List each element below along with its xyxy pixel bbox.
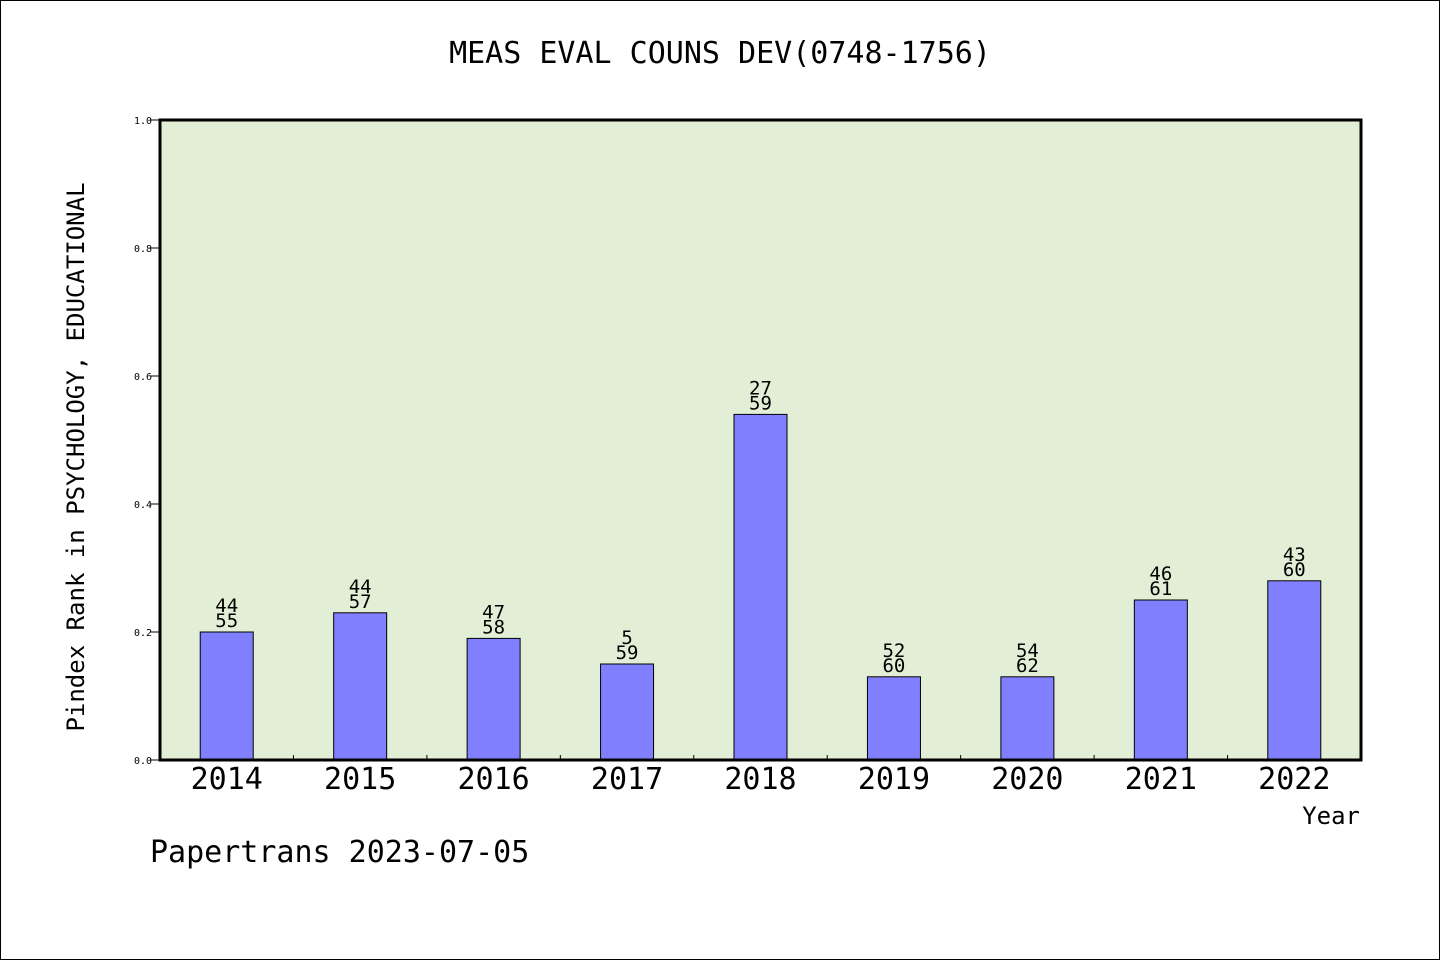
value-label-top-2021: 46 — [1149, 563, 1172, 585]
value-label-top-2016: 47 — [482, 601, 505, 623]
x-tick-label-2016: 2016 — [457, 762, 529, 797]
bar-2019 — [866, 676, 921, 761]
x-tick-label-2018: 2018 — [724, 762, 796, 797]
y-tick-label-0.6: 0.6 — [134, 372, 152, 383]
value-label-top-2017: 5 — [621, 627, 632, 649]
value-label-bottom-2015: 57 — [349, 591, 372, 613]
bar-2015 — [333, 612, 388, 761]
value-label-bottom-2014: 55 — [215, 610, 238, 632]
y-tick-label-0.4: 0.4 — [134, 500, 152, 511]
value-label-top-2014: 44 — [215, 595, 238, 617]
y-axis-label: Pindex Rank in PSYCHOLOGY, EDUCATIONAL — [62, 182, 90, 732]
value-label-top-2020: 54 — [1016, 640, 1039, 662]
bar-2016 — [466, 637, 521, 761]
bars-group — [199, 413, 1322, 761]
value-label-bottom-2018: 59 — [749, 392, 772, 414]
x-ticks-group: 2014 2015 2016 2017 2018 2019 2020 2021 2022 — [191, 755, 1330, 797]
chart-title: MEAS EVAL COUNS DEV(0748-1756) — [449, 36, 991, 71]
value-label-bottom-2020: 62 — [1016, 655, 1039, 677]
bar-2021 — [1133, 599, 1188, 761]
x-tick-label-2017: 2017 — [591, 762, 663, 797]
value-label-top-2022: 43 — [1283, 544, 1306, 566]
value-label-bottom-2021: 61 — [1149, 578, 1172, 600]
bar-2014 — [199, 631, 254, 761]
value-label-top-2019: 52 — [882, 640, 905, 662]
y-tick-label-0.2: 0.2 — [134, 628, 152, 639]
x-tick-label-2015: 2015 — [324, 762, 396, 797]
y-tick-label-1.0: 1.0 — [134, 116, 152, 127]
x-tick-label-2022: 2022 — [1258, 762, 1330, 797]
bar-2020 — [1000, 676, 1055, 761]
bar-2022 — [1267, 580, 1322, 761]
value-label-bottom-2017: 59 — [616, 642, 639, 664]
footer-note: Papertrans 2023-07-05 — [150, 835, 530, 870]
x-axis-label: Year — [1302, 802, 1360, 830]
x-tick-label-2019: 2019 — [858, 762, 930, 797]
bar-2017 — [600, 663, 655, 761]
value-label-bottom-2016: 58 — [482, 616, 505, 638]
y-ticks-group: 0.0 0.2 0.4 0.6 0.8 1.0 — [134, 116, 160, 767]
value-label-top-2015: 44 — [349, 576, 372, 598]
y-tick-label-0.8: 0.8 — [134, 244, 152, 255]
value-label-bottom-2022: 60 — [1283, 559, 1306, 581]
x-tick-label-2014: 2014 — [191, 762, 263, 797]
plot-border — [158, 118, 1363, 762]
value-label-top-2018: 27 — [749, 377, 772, 399]
y-tick-label-0.0: 0.0 — [134, 756, 152, 767]
value-label-bottom-2019: 60 — [882, 655, 905, 677]
x-tick-label-2020: 2020 — [991, 762, 1063, 797]
x-tick-label-2021: 2021 — [1125, 762, 1197, 797]
bar-2018 — [733, 413, 788, 761]
